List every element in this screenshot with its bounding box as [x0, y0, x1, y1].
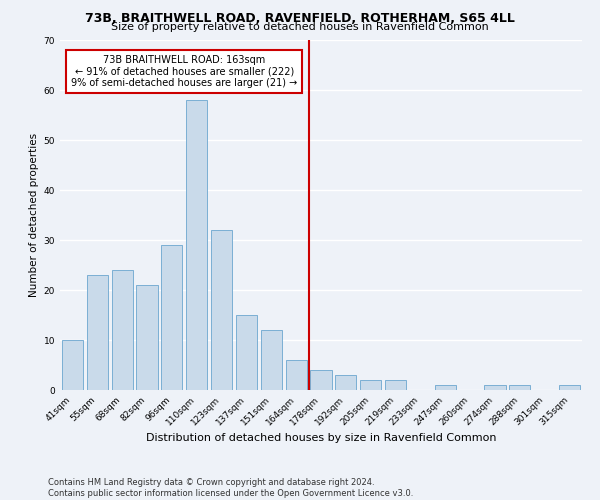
Bar: [236, 315, 257, 390]
Text: Contains HM Land Registry data © Crown copyright and database right 2024.
Contai: Contains HM Land Registry data © Crown c…: [48, 478, 413, 498]
Bar: [136, 285, 158, 390]
Bar: [310, 370, 332, 390]
Bar: [435, 385, 456, 390]
Bar: [484, 385, 506, 390]
Bar: [385, 380, 406, 390]
Bar: [509, 385, 530, 390]
Bar: [360, 380, 381, 390]
Bar: [261, 330, 282, 390]
Text: 73B BRAITHWELL ROAD: 163sqm
← 91% of detached houses are smaller (222)
9% of sem: 73B BRAITHWELL ROAD: 163sqm ← 91% of det…: [71, 55, 298, 88]
Bar: [335, 375, 356, 390]
Bar: [161, 245, 182, 390]
Y-axis label: Number of detached properties: Number of detached properties: [29, 133, 40, 297]
Text: 73B, BRAITHWELL ROAD, RAVENFIELD, ROTHERHAM, S65 4LL: 73B, BRAITHWELL ROAD, RAVENFIELD, ROTHER…: [85, 12, 515, 26]
Bar: [62, 340, 83, 390]
Bar: [87, 275, 108, 390]
X-axis label: Distribution of detached houses by size in Ravenfield Common: Distribution of detached houses by size …: [146, 432, 496, 442]
Bar: [559, 385, 580, 390]
Bar: [112, 270, 133, 390]
Bar: [186, 100, 207, 390]
Bar: [286, 360, 307, 390]
Text: Size of property relative to detached houses in Ravenfield Common: Size of property relative to detached ho…: [111, 22, 489, 32]
Bar: [211, 230, 232, 390]
